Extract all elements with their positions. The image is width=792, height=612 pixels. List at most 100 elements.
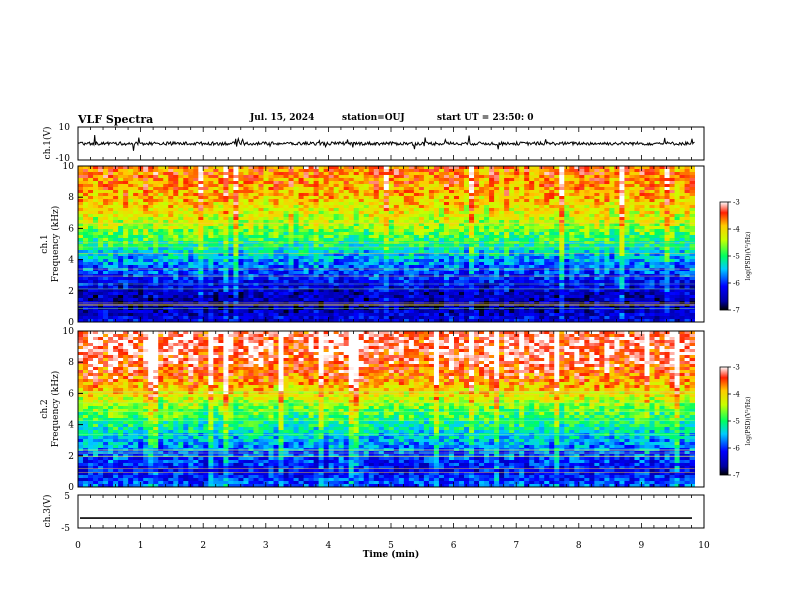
spectrogram-cell: [484, 277, 490, 281]
spectrogram-cell: [338, 253, 345, 257]
spectrogram-cell: [133, 265, 139, 269]
spectrogram-cell: [448, 259, 455, 263]
spectrogram-cell: [674, 169, 680, 173]
spectrogram-cell: [373, 181, 380, 185]
spectrogram-cell: [453, 220, 460, 224]
spectrogram-cell: [539, 259, 545, 263]
spectrogram-cell: [333, 181, 340, 185]
spectrogram-cell: [408, 235, 415, 239]
spectrogram-cell: [98, 238, 104, 242]
spectrogram-cell: [333, 238, 340, 242]
spectrogram-cell: [619, 271, 625, 275]
spectrogram-cell: [323, 235, 330, 239]
spectrogram-cell: [153, 181, 159, 185]
spectrogram-cell: [484, 181, 490, 185]
spectrogram-cell: [509, 217, 515, 221]
spectrogram-cell: [589, 265, 595, 269]
spectrogram-cell: [579, 232, 585, 236]
spectrogram-cell: [113, 172, 119, 176]
spectrogram-cell: [293, 274, 299, 278]
spectrogram-cell: [393, 271, 400, 275]
spectrogram-cell: [118, 196, 124, 200]
spectrogram-cell: [529, 238, 535, 242]
spectrogram-cell: [614, 232, 620, 236]
spectrogram-cell: [413, 187, 420, 191]
spectrogram-cell: [188, 199, 194, 203]
spectrogram-cell: [634, 181, 640, 185]
spectrogram-cell: [253, 220, 259, 224]
spectrogram-cell: [328, 262, 335, 266]
spectrogram-cell: [544, 253, 550, 257]
spectrogram-cell: [674, 238, 680, 242]
spectrogram-cell: [679, 211, 685, 215]
spectrogram-cell: [679, 235, 685, 239]
spectrogram-cell: [328, 172, 335, 176]
spectrogram-cell: [318, 205, 325, 209]
spectrogram-cell: [168, 172, 174, 176]
spectrogram-cell: [469, 274, 475, 278]
spectrogram-cell: [433, 214, 440, 218]
spectrogram-cell: [383, 199, 390, 203]
spectrogram-cell: [388, 169, 395, 173]
spectrogram-cell: [253, 181, 259, 185]
spectrogram-cell: [108, 265, 114, 269]
spectrogram-cell: [168, 244, 174, 248]
spectrogram-cell: [273, 211, 279, 215]
spectrogram-cell: [263, 271, 269, 275]
spectrogram-cell: [594, 193, 600, 197]
spectrogram-cell: [569, 271, 575, 275]
spectrogram-cell: [559, 211, 565, 215]
spectrogram-cell: [569, 169, 575, 173]
spectrogram-cell: [403, 283, 410, 287]
spectrogram-cell: [143, 277, 149, 281]
spectrogram-cell: [138, 175, 144, 179]
spectrogram-cell: [268, 178, 274, 182]
spectrogram-cell: [338, 235, 345, 239]
spectrogram-cell: [128, 268, 134, 272]
spectrogram-cell: [83, 202, 89, 206]
spectrogram-cell: [634, 202, 640, 206]
spectrogram-cell: [348, 247, 355, 251]
spectrogram-cell: [148, 286, 154, 290]
spectrogram-cell: [88, 187, 94, 191]
spectrogram-cell: [599, 196, 605, 200]
spectrogram-cell: [609, 175, 615, 179]
spectrogram-cell: [198, 181, 204, 185]
spectrogram-cell: [489, 229, 495, 233]
spectrogram-cell: [328, 202, 335, 206]
spectrogram-cell: [428, 226, 435, 230]
spectrogram-cell: [684, 214, 690, 218]
spectrogram-cell: [393, 169, 400, 173]
spectrogram-cell: [614, 256, 620, 260]
spectrogram-cell: [288, 250, 294, 254]
spectrogram-cell: [458, 202, 465, 206]
spectrogram-cell: [544, 271, 550, 275]
spectrogram-cell: [328, 190, 335, 194]
spectrogram-cell: [223, 271, 229, 275]
spectrogram-cell: [138, 262, 144, 266]
spectrogram-cell: [574, 217, 580, 221]
spectrogram-cell: [308, 178, 315, 182]
spectrogram-cell: [108, 205, 114, 209]
spectrogram-cell: [188, 214, 194, 218]
spectrogram-cell: [203, 220, 209, 224]
spectrogram-cell: [283, 181, 289, 185]
spectrogram-cell: [88, 283, 94, 287]
spectrogram-cell: [689, 280, 696, 284]
spectrogram-cell: [203, 268, 209, 272]
spectrogram-cell: [494, 190, 500, 194]
spectrogram-cell: [173, 235, 179, 239]
spectrogram-cell: [408, 247, 415, 251]
spectrogram-cell: [639, 256, 645, 260]
spectrogram-cell: [609, 196, 615, 200]
spectrogram-cell: [148, 265, 154, 269]
spectrogram-cell: [649, 193, 655, 197]
spectrogram-cell: [243, 259, 249, 263]
spectrogram-cell: [163, 193, 169, 197]
spectrogram-cell: [188, 268, 194, 272]
spectrogram-cell: [173, 256, 179, 260]
spectrogram-cell: [554, 235, 560, 239]
spectrogram-cell: [484, 211, 490, 215]
spectrogram-cell: [298, 271, 304, 275]
spectrogram-cell: [128, 271, 134, 275]
